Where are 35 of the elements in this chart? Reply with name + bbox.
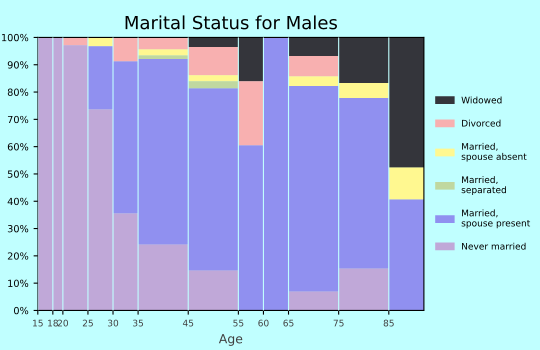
y-tick-label: 20% bbox=[8, 252, 28, 260]
y-tick-label: 40% bbox=[8, 198, 28, 206]
x-tick-label: 35 bbox=[133, 320, 144, 326]
y-tick-label: 90% bbox=[8, 61, 28, 69]
x-tick-label: 65 bbox=[283, 320, 294, 326]
y-tick-label: 30% bbox=[8, 225, 28, 232]
x-tick-label: 60 bbox=[258, 320, 269, 326]
legend-label: Married, separated bbox=[462, 176, 506, 195]
bar bbox=[138, 55, 188, 60]
x-tick-label: 75 bbox=[334, 320, 344, 326]
y-tick-label: 60% bbox=[8, 143, 28, 150]
bar bbox=[138, 49, 188, 56]
x-tick-label: 45 bbox=[182, 320, 194, 326]
y-tick-label: 80% bbox=[8, 88, 28, 96]
x-tick-label: 18 bbox=[48, 320, 58, 326]
y-tick-label: 100% bbox=[2, 34, 28, 42]
legend-label: Divorced bbox=[462, 120, 500, 127]
y-tick-label: 50% bbox=[8, 170, 28, 178]
legend-label: Married, spouse present bbox=[462, 209, 530, 228]
x-tick-label: 85 bbox=[384, 320, 394, 326]
y-tick-label: 10% bbox=[8, 280, 28, 287]
legend-label: Never married bbox=[462, 242, 526, 250]
x-tick-label: 15 bbox=[33, 320, 43, 326]
y-tick-label: 0% bbox=[14, 306, 28, 314]
legend-label: Married, spouse absent bbox=[462, 142, 527, 162]
x-axis-title: Age bbox=[218, 334, 242, 346]
x-tick-label: 20 bbox=[58, 320, 68, 326]
bar bbox=[188, 81, 238, 88]
x-tick-label: 25 bbox=[82, 320, 93, 326]
bar bbox=[188, 75, 238, 82]
y-tick-label: 70% bbox=[8, 116, 28, 124]
x-tick-label: 30 bbox=[108, 320, 118, 326]
x-tick-label: 55 bbox=[233, 320, 244, 326]
chart-title: Marital Status for Males bbox=[126, 15, 337, 30]
legend-label: Widowed bbox=[461, 96, 502, 104]
